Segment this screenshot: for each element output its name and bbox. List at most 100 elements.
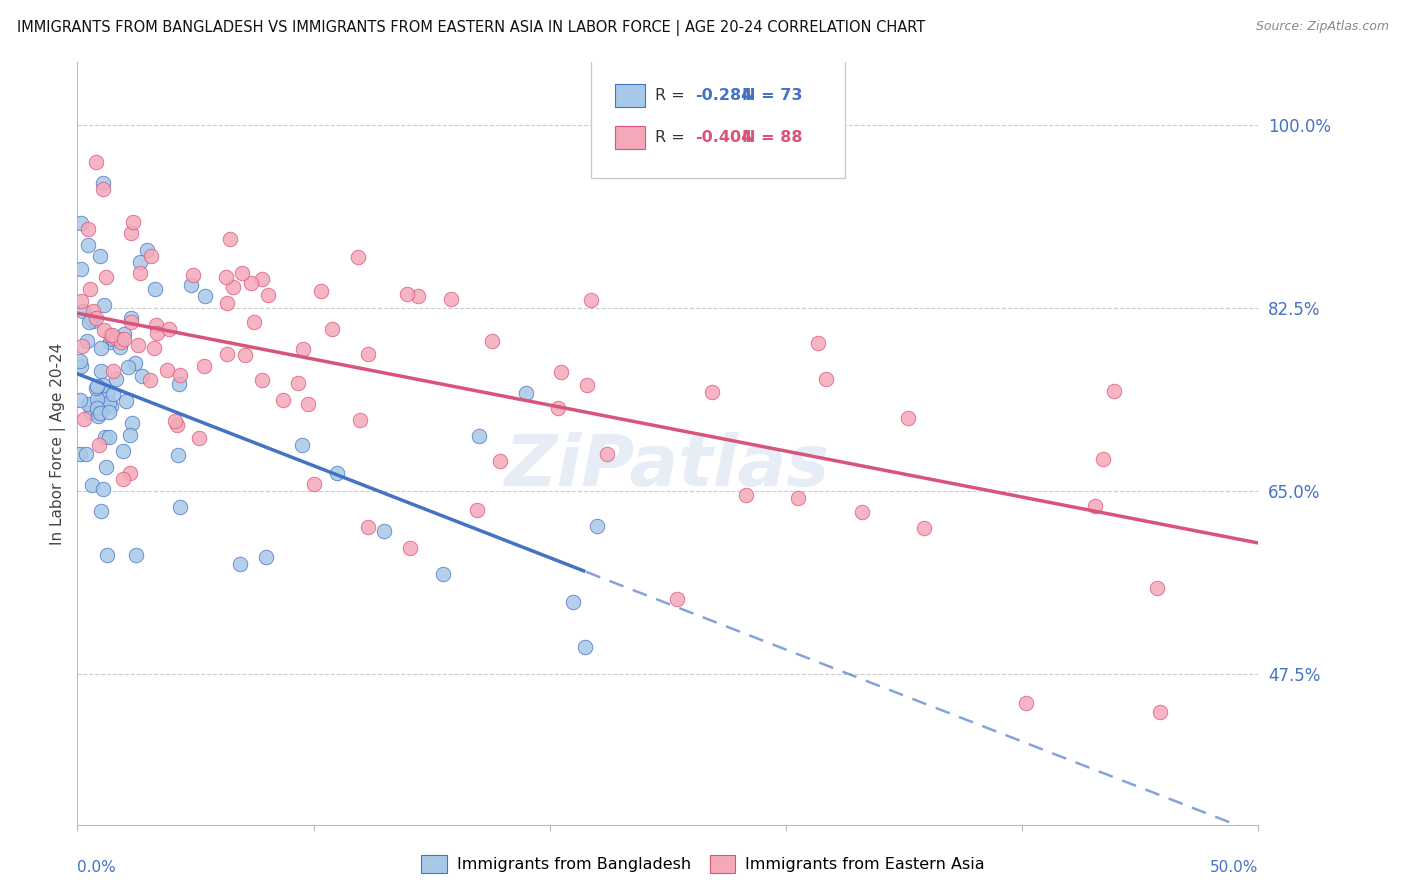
Text: R =: R = [655, 129, 690, 145]
Point [287, 376, 309, 390]
Point [271, 392, 294, 407]
Point [240, 276, 263, 290]
Point [243, 315, 266, 329]
Point [815, 372, 838, 386]
Point [481, 334, 503, 349]
Point [112, 332, 135, 346]
Point [76, 222, 98, 236]
Point [1015, 696, 1038, 710]
Point [96, 386, 118, 401]
Point [349, 413, 371, 427]
Point [562, 594, 585, 608]
Point [356, 520, 378, 534]
Point [311, 285, 333, 299]
Point [70, 293, 93, 308]
Point [169, 500, 191, 514]
Point [141, 249, 163, 263]
Text: -0.404: -0.404 [695, 129, 752, 145]
Point [219, 232, 242, 246]
Point [120, 227, 142, 241]
Point [166, 417, 188, 432]
Point [231, 266, 253, 280]
Point [90, 388, 112, 402]
Text: N = 88: N = 88 [742, 129, 803, 145]
Point [157, 322, 180, 336]
Point [257, 287, 280, 301]
Y-axis label: In Labor Force | Age 20-24: In Labor Force | Age 20-24 [51, 343, 66, 545]
Point [596, 447, 619, 461]
Point [69, 447, 91, 461]
Point [105, 372, 128, 386]
Point [142, 341, 165, 355]
Point [80, 478, 103, 492]
Point [581, 293, 603, 307]
Point [787, 491, 810, 506]
Point [96, 548, 118, 562]
Point [129, 266, 152, 280]
Point [254, 549, 277, 564]
Point [143, 282, 166, 296]
Point [100, 327, 122, 342]
Point [124, 356, 146, 370]
Point [215, 346, 238, 360]
Point [912, 521, 935, 535]
Point [120, 314, 142, 328]
Point [77, 237, 100, 252]
Point [1091, 452, 1114, 467]
Point [297, 397, 319, 411]
Point [94, 459, 117, 474]
Point [86, 401, 108, 415]
Point [86, 379, 108, 393]
Point [111, 444, 134, 458]
Point [574, 640, 596, 654]
Point [181, 268, 204, 282]
Point [91, 482, 114, 496]
FancyBboxPatch shape [591, 57, 845, 178]
Point [396, 287, 419, 301]
Point [114, 394, 136, 409]
Point [326, 466, 349, 480]
Point [222, 280, 245, 294]
Point [550, 365, 572, 379]
Point [90, 504, 112, 518]
Point [117, 359, 139, 374]
Point [735, 488, 758, 502]
Point [87, 438, 110, 452]
Point [302, 476, 325, 491]
Point [70, 216, 93, 230]
Point [91, 377, 114, 392]
Point [666, 591, 689, 606]
Point [373, 524, 395, 539]
Point [156, 363, 179, 377]
Point [1102, 384, 1125, 399]
Point [103, 332, 125, 346]
Point [89, 406, 111, 420]
Point [72, 304, 94, 318]
Point [135, 243, 157, 257]
Point [69, 392, 91, 407]
Text: 50.0%: 50.0% [1211, 860, 1258, 874]
Point [169, 376, 191, 391]
Point [84, 381, 107, 395]
Point [69, 353, 91, 368]
Point [69, 359, 91, 373]
Point [97, 396, 120, 410]
Point [76, 334, 98, 348]
Point [215, 269, 238, 284]
Point [167, 448, 190, 462]
Point [1149, 705, 1171, 719]
Point [807, 335, 830, 350]
Point [1146, 581, 1168, 595]
Point [87, 409, 110, 423]
Point [89, 249, 111, 263]
Point [118, 428, 141, 442]
Point [217, 296, 239, 310]
Point [146, 326, 169, 340]
Point [86, 392, 108, 406]
Point [108, 340, 131, 354]
Point [357, 347, 380, 361]
Point [194, 288, 217, 302]
FancyBboxPatch shape [614, 126, 645, 149]
Point [79, 282, 101, 296]
Point [515, 386, 537, 401]
